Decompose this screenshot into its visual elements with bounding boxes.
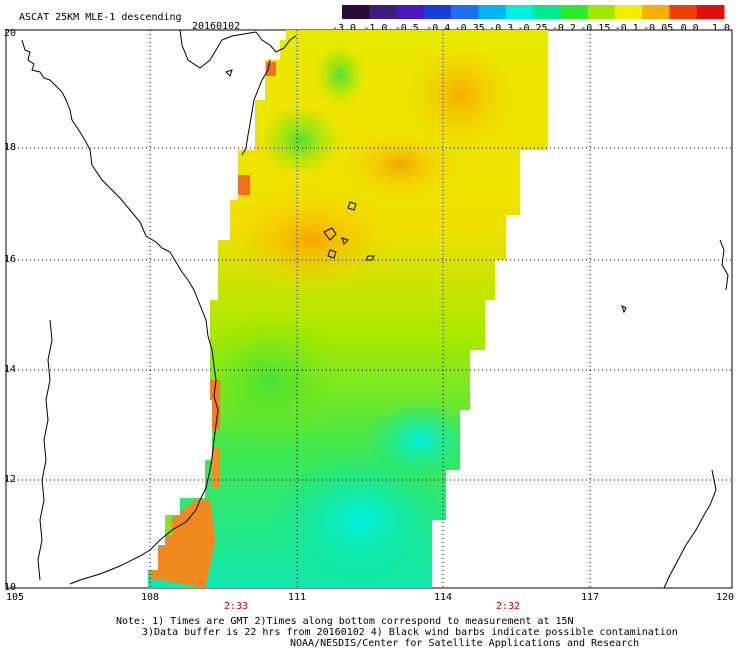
colorbar-tick-label: -0.4: [426, 23, 450, 34]
colorbar-swatch: [533, 5, 561, 19]
colorbar-swatch: [396, 5, 425, 19]
longitude-label: 114: [434, 592, 452, 603]
colorbar-tick-label: -0.2: [552, 23, 576, 34]
colorbar-tick-label: -0.35: [455, 23, 485, 34]
product-title: ASCAT 25KM MLE-1 descending: [19, 12, 182, 23]
note-line-3: NOAA/NESDIS/Center for Satellite Applica…: [290, 638, 639, 649]
colorbar-swatch: [587, 5, 616, 19]
colorbar-tick-label: -0.25: [517, 23, 547, 34]
date-label: 20160102: [192, 21, 240, 32]
longitude-label: 105: [6, 592, 24, 603]
longitude-label: 117: [581, 592, 599, 603]
colorbar-swatch: [342, 5, 370, 19]
colorbar-swatch: [560, 5, 589, 19]
note-line-1: Note: 1) Times are GMT 2)Times along bot…: [116, 616, 574, 627]
longitude-label: 108: [141, 592, 159, 603]
longitude-label: 111: [288, 592, 306, 603]
note-line-2: 3)Data buffer is 22 hrs from 20160102 4)…: [142, 627, 678, 638]
coastlines: [21, 29, 729, 589]
colorbar-tick-label: -0.15: [580, 23, 610, 34]
lat-lon-grid: [6, 30, 732, 588]
colorbar-tick-label: 1.0: [712, 23, 730, 34]
latitude-label: 20: [4, 28, 16, 39]
colorbar-swatch: [642, 5, 670, 19]
latitude-label: 18: [4, 142, 16, 153]
colorbar-swatch: [505, 5, 534, 19]
colorbar-tick-label: -0.05: [643, 23, 673, 34]
colorbar-swatch: [669, 5, 698, 19]
latitude-label: 14: [4, 364, 16, 375]
colorbar-swatch: [369, 5, 398, 19]
colorbar-tick-label: -0.5: [395, 23, 419, 34]
colorbar-swatch: [696, 5, 725, 19]
latitude-labels: 20 18 16 14 12 10: [4, 28, 16, 593]
longitude-label: 120: [716, 592, 734, 603]
map-panel: 105 108 111 114 117 120 20 18 16 14 12 10 2:33 2:3…: [4, 28, 734, 612]
colorbar: -3.0 -1.0 -0.5 -0.4 -0.35 -0.3 -0.25 -0.2 -0.15-…: [332, 5, 730, 34]
colorbar-swatch: [423, 5, 452, 19]
colorbar-tick-label: -0.1: [615, 23, 639, 34]
colorbar-swatch: [478, 5, 507, 19]
colorbar-tick-label: -3.0: [332, 23, 356, 34]
colorbar-tick-label: -1.0: [363, 23, 387, 34]
latitude-label: 12: [4, 474, 16, 485]
colorbar-swatch: [451, 5, 479, 19]
longitude-labels: 105 108 111 114 117 120: [6, 592, 734, 603]
latitude-label: 10: [4, 582, 16, 593]
latitude-label: 16: [4, 254, 16, 265]
colorbar-tick-label: 0.0: [681, 23, 699, 34]
colorbar-swatch: [614, 5, 643, 19]
swath-time-west: 2:33: [224, 601, 248, 612]
swath-time-east: 2:32: [496, 601, 520, 612]
colorbar-tick-label: -0.3: [489, 23, 513, 34]
